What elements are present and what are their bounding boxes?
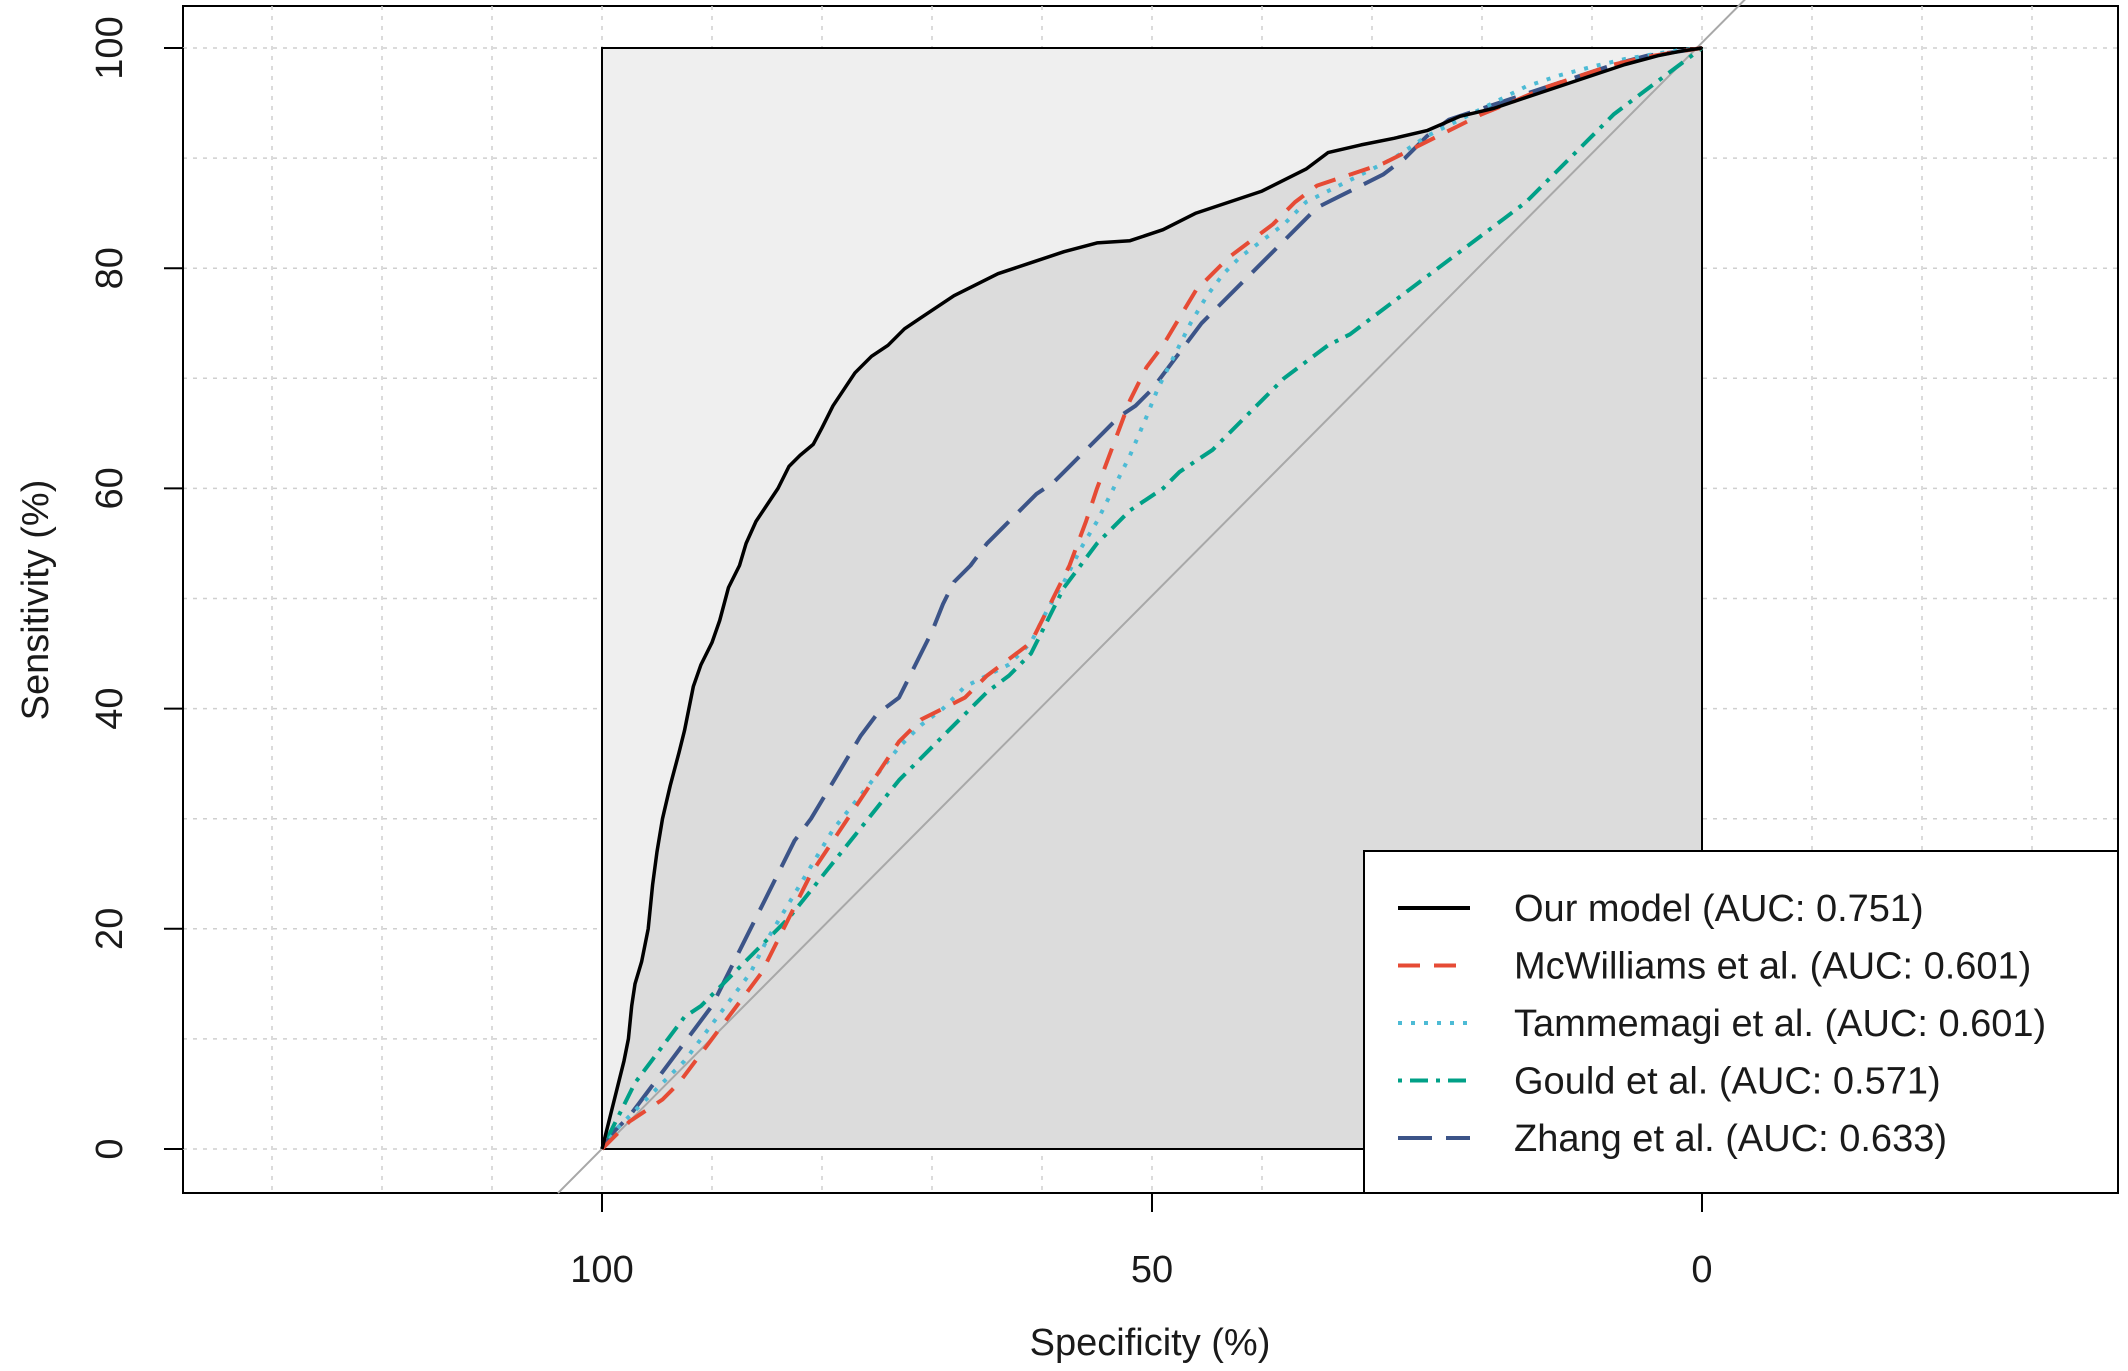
series-line (600, 46, 1703, 1151)
legend: Our model (AUC: 0.751) McWilliams et al. … (1363, 850, 2119, 1194)
x-tick-label: 100 (570, 1249, 633, 1291)
diagonal-line (557, 0, 1746, 1194)
legend-label: Tammemagi et al. (AUC: 0.601) (1514, 1003, 2046, 1045)
series-lines (600, 46, 1704, 1151)
x-tick-label: 0 (1691, 1249, 1712, 1291)
y-tick-label: 100 (89, 16, 131, 79)
series-line (600, 46, 1704, 1150)
legend-label: Zhang et al. (AUC: 0.633) (1514, 1118, 1947, 1160)
x-tick-label: 50 (1131, 1249, 1173, 1291)
diagonal-reference (557, 0, 1746, 1194)
legend-label: Gould et al. (AUC: 0.571) (1514, 1061, 1941, 1103)
series-line (600, 46, 1703, 1151)
axes: 100 50 0 0 20 40 60 80 100 (89, 16, 1713, 1291)
legend-label: Our model (AUC: 0.751) (1514, 888, 1924, 930)
y-axis-title: Sensitivity (%) (15, 480, 57, 721)
y-tick-label: 60 (89, 467, 131, 509)
legend-label: McWilliams et al. (AUC: 0.601) (1514, 946, 2031, 988)
series-line (600, 46, 1703, 1150)
series-line (600, 46, 1703, 1151)
y-tick-label: 20 (89, 908, 131, 950)
x-axis-title: Specificity (%) (1030, 1322, 1271, 1364)
y-tick-label: 40 (89, 687, 131, 729)
legend-box (1363, 850, 2119, 1194)
y-tick-label: 0 (89, 1138, 131, 1159)
roc-box-border (601, 47, 1703, 1150)
y-tick-label: 80 (89, 247, 131, 289)
